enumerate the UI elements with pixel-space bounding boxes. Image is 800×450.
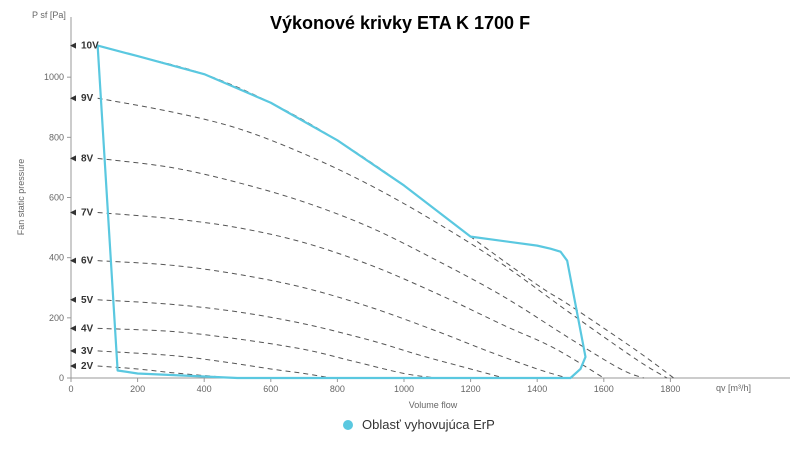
series-2v-label: 2V	[81, 361, 94, 372]
series-5v-marker	[70, 296, 76, 303]
legend[interactable]: Oblasť vyhovujúca ErP	[343, 417, 495, 432]
series-8v-label: 8V	[81, 153, 94, 164]
legend-marker	[343, 419, 353, 430]
series-10v-line	[97, 45, 675, 379]
series-3v-label: 3V	[81, 346, 94, 357]
series-6v-label: 6V	[81, 256, 94, 267]
series-2v-marker	[70, 362, 76, 369]
curve-labels: 10V 9V 8V 7V 6V 5V 4V 3V 2V	[70, 41, 99, 372]
series-10v-marker	[70, 42, 76, 49]
y-tick-label: 600	[49, 193, 64, 203]
series-5v-label: 5V	[81, 295, 94, 306]
series-7v-line	[97, 212, 605, 379]
legend-label: Oblasť vyhovujúca ErP	[362, 417, 495, 432]
series-8v-line	[97, 157, 644, 379]
series-6v-line	[97, 260, 568, 379]
series-9v-marker	[70, 95, 76, 102]
series-4v-marker	[70, 325, 76, 332]
x-tick-label: 1200	[461, 384, 481, 394]
x-tick-label: 800	[330, 384, 345, 394]
x-tick-label: 1000	[394, 384, 414, 394]
series-5v-line	[97, 299, 505, 379]
series-3v-line	[97, 350, 331, 379]
x-tick-label: 200	[130, 384, 145, 394]
series-7v-marker	[70, 209, 76, 216]
y-tick-label: 800	[49, 132, 64, 142]
y-tick-label: 200	[49, 313, 64, 323]
series-4v-line	[97, 327, 438, 379]
x-tick-label: 1600	[594, 384, 614, 394]
series-9v-label: 9V	[81, 93, 94, 104]
x-tick-label: 600	[263, 384, 278, 394]
x-axis-label: Volume flow	[409, 400, 458, 410]
erp-region-outline	[96, 44, 587, 380]
series-6v-marker	[70, 257, 76, 264]
x-axis-title: qv [m³/h]	[716, 383, 751, 393]
y-axis-title: P sf [Pa]	[32, 10, 66, 20]
y-axis-label: Fan static pressure	[16, 159, 26, 236]
y-tick-label: 400	[49, 253, 64, 263]
series-8v-marker	[70, 155, 76, 162]
series-3v-marker	[70, 347, 76, 354]
x-tick-label: 1400	[527, 384, 547, 394]
y-tick-label: 1000	[44, 72, 64, 82]
y-tick-label: 0	[59, 373, 64, 383]
axes: 0 200 400 600 800 1000 1200 1400 1600 1800 0 200 400…	[16, 10, 790, 410]
x-tick-label: 1800	[660, 384, 680, 394]
series-4v-label: 4V	[81, 323, 94, 334]
series-9v-line	[97, 97, 668, 379]
x-tick-label: 400	[197, 384, 212, 394]
series-10v-label: 10V	[81, 41, 99, 52]
x-tick-label: 0	[68, 384, 73, 394]
series-7v-label: 7V	[81, 208, 94, 219]
series-layer	[96, 44, 675, 380]
chart-title: Výkonové krivky ETA K 1700 F	[269, 13, 531, 33]
